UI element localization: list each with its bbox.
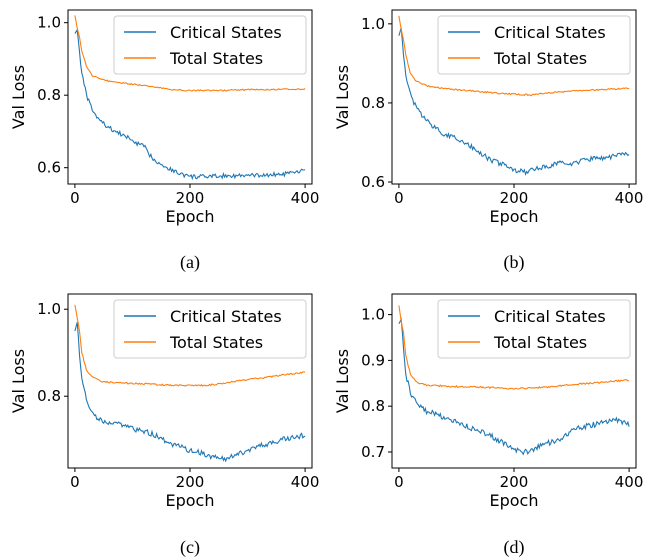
legend-box [113,299,307,359]
x-tick-label: 0 [70,473,80,491]
legend-label-0: Critical States [170,23,282,42]
y-tick-label: 0.8 [37,86,61,104]
legend-box [113,15,307,75]
y-tick-label: 1.0 [37,14,61,32]
x-tick-label: 200 [176,473,205,491]
legend-label-0: Critical States [494,23,606,42]
y-tick-label: 0.7 [361,443,385,461]
panel-caption: (b) [504,252,525,273]
panel-caption: (a) [180,252,200,273]
legend-box [437,15,631,75]
series-line-0 [398,317,630,456]
x-axis-label: Epoch [490,491,539,510]
y-axis-label: Val Loss [333,65,352,129]
y-axis-label: Val Loss [9,349,28,413]
panel-caption: (d) [504,537,525,558]
legend-box [437,299,631,359]
panel-caption: (c) [180,537,200,558]
legend-label-1: Total States [169,49,263,68]
series-line-1 [74,304,306,387]
y-tick-label: 0.8 [361,94,385,112]
series-line-1 [398,305,630,390]
y-axis-label: Val Loss [333,349,352,413]
y-tick-label: 0.6 [361,173,385,191]
x-tick-label: 400 [615,189,644,207]
y-axis-label: Val Loss [9,65,28,129]
x-tick-label: 400 [291,473,320,491]
legend-label-1: Total States [493,49,587,68]
x-tick-label: 400 [291,189,320,207]
legend-label-0: Critical States [170,307,282,326]
series-line-0 [74,322,306,463]
series-line-0 [74,28,306,181]
chart-panel-0: 0 200 400 0.6 0.8 1.0 Epoch Val Loss Critical St… [9,9,320,273]
x-axis-label: Epoch [166,207,215,226]
x-tick-label: 200 [500,189,529,207]
x-tick-label: 200 [500,473,529,491]
y-tick-label: 1.0 [37,300,61,318]
chart-panel-1: 0 200 400 0.6 0.8 1.0 Epoch Val Loss Critical St… [333,9,644,273]
legend-label-1: Total States [493,333,587,352]
x-tick-label: 0 [70,189,80,207]
x-tick-label: 400 [615,473,644,491]
y-tick-label: 0.8 [37,387,61,405]
legend-label-0: Critical States [494,307,606,326]
series-line-1 [398,15,630,97]
y-tick-label: 0.6 [37,159,61,177]
x-tick-label: 0 [394,473,404,491]
x-axis-label: Epoch [166,491,215,510]
series-line-1 [74,15,306,92]
chart-panel-3: 0 200 400 0.7 0.8 0.9 1.0 Epoch Val Loss Critical… [333,293,644,558]
x-axis-label: Epoch [490,207,539,226]
x-tick-label: 0 [394,189,404,207]
series-line-0 [398,27,630,176]
y-tick-label: 0.9 [361,351,385,369]
y-tick-label: 1.0 [361,15,385,33]
x-tick-label: 200 [176,189,205,207]
y-tick-label: 0.8 [361,397,385,415]
chart-panel-2: 0 200 400 0.8 1.0 Epoch Val Loss Critical State… [9,293,320,558]
y-tick-label: 1.0 [361,306,385,324]
legend-label-1: Total States [169,333,263,352]
